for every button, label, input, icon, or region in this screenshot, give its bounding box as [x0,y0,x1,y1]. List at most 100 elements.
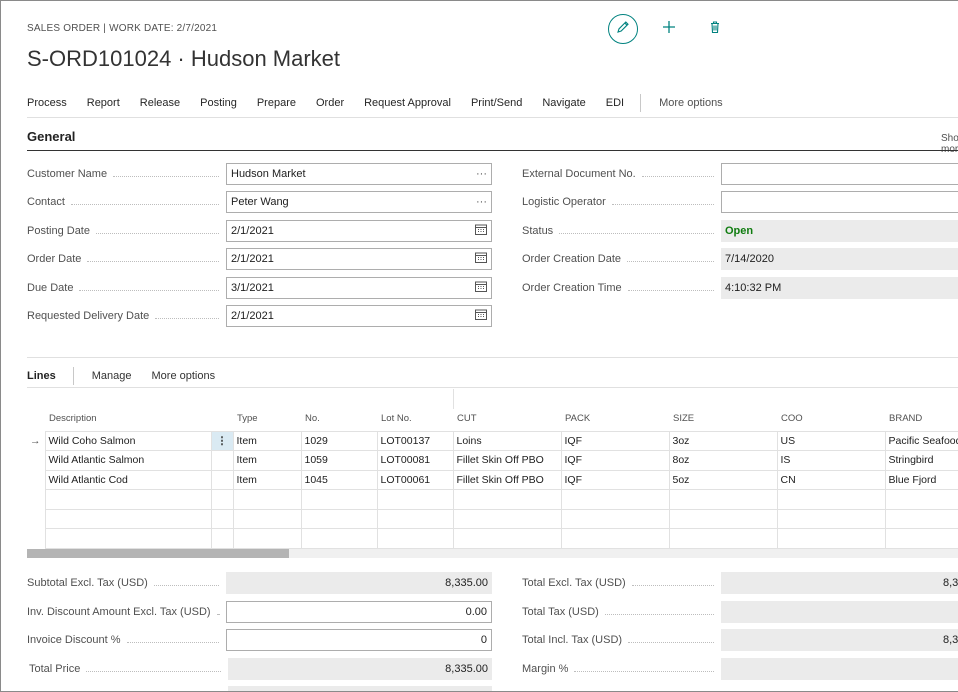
cell-pack[interactable]: IQF [560,450,670,471]
cell-no[interactable]: 1045 [300,469,378,490]
due-date-field[interactable]: 3/1/2021 [226,277,492,299]
delete-button[interactable] [700,14,730,44]
calendar-icon[interactable] [475,224,487,238]
posting-date-field[interactable]: 2/1/2021 [226,220,492,242]
cell-lot-no[interactable]: LOT00137 [376,430,454,451]
cell-type[interactable]: Item [232,430,302,451]
table-row[interactable]: Wild Atlantic Salmon Item 1059 LOT00081 … [27,450,958,471]
cell-coo[interactable]: IS [776,450,886,471]
cell-coo[interactable]: US [776,430,886,451]
cell-no[interactable]: 1029 [300,430,378,451]
inv-discount-amount-field[interactable]: 0.00 [226,601,492,623]
action-posting[interactable]: Posting [200,97,237,109]
logistic-operator-field[interactable] [721,191,958,213]
section-general-title[interactable]: General [27,129,76,144]
cell-cut[interactable]: Fillet Skin Off PBO [452,469,562,490]
customer-name-field[interactable]: Hudson Market ··· [226,163,492,185]
total-price-label: Total Price [29,658,229,680]
show-more-link[interactable]: Show more [941,133,958,155]
empty-row[interactable] [27,508,958,529]
action-print-send[interactable]: Print/Send [470,97,523,109]
cell-cut[interactable]: Fillet Skin Off PBO [452,450,562,471]
column-header-size[interactable]: SIZE [673,413,695,425]
action-navigate[interactable]: Navigate [542,97,586,109]
external-document-no-field[interactable] [721,163,958,185]
cell-no[interactable]: 1059 [300,450,378,471]
row-actions-cell[interactable] [210,450,234,471]
lines-manage-button[interactable]: Manage [91,370,132,382]
order-creation-time-label: Order Creation Time [522,277,722,299]
action-separator [640,94,642,112]
status-label: Status [522,220,722,242]
action-request-approval[interactable]: Request Approval [364,97,451,109]
column-header-pack[interactable]: PACK [565,413,591,425]
column-header-coo[interactable]: COO [781,413,803,425]
ellipsis-icon[interactable]: ··· [476,196,487,208]
header-actions [608,14,730,44]
action-prepare[interactable]: Prepare [256,97,296,109]
cell-lot-no[interactable]: LOT00061 [376,469,454,490]
contact-field[interactable]: Peter Wang ··· [226,191,492,213]
order-date-field[interactable]: 2/1/2021 [226,248,492,270]
cell-coo[interactable]: CN [776,469,886,490]
action-order[interactable]: Order [315,97,345,109]
cell-brand[interactable]: Stringbird [884,450,958,471]
empty-row[interactable] [27,528,958,549]
action-release[interactable]: Release [139,97,181,109]
lines-title[interactable]: Lines [27,370,56,382]
cell-brand[interactable]: Blue Fjord [884,469,958,490]
new-button[interactable] [654,14,684,44]
action-report[interactable]: Report [86,97,120,109]
column-header-lot-no[interactable]: Lot No. [381,413,412,425]
edit-button[interactable] [608,14,638,44]
cell-type[interactable]: Item [232,450,302,471]
ellipsis-icon[interactable]: ··· [476,168,487,180]
subtotal-excl-tax-label: Subtotal Excl. Tax (USD) [27,572,227,594]
lines-more-options-button[interactable]: More options [151,370,216,382]
column-header-brand[interactable]: BRAND [889,413,923,425]
cell-lot-no[interactable]: LOT00081 [376,450,454,471]
scrollbar-thumb[interactable] [27,549,289,558]
column-header-type[interactable]: Type [237,413,258,425]
trash-icon [708,20,722,39]
cell-size[interactable]: 5oz [668,469,778,490]
row-actions-cell[interactable] [210,469,234,490]
column-header-cut[interactable]: CUT [457,413,477,425]
cell-size[interactable]: 8oz [668,450,778,471]
invoice-discount-percent-field[interactable]: 0 [226,629,492,651]
calendar-icon[interactable] [475,252,487,266]
margin-percent-value [721,658,958,680]
order-creation-time-field: 4:10:32 PM [721,277,958,299]
total-incl-tax-value: 8,335.00 [721,629,958,651]
calendar-icon[interactable] [475,281,487,295]
cell-type[interactable]: Item [232,469,302,490]
calendar-icon[interactable] [475,309,487,323]
cell-pack[interactable]: IQF [560,430,670,451]
total-price-value: 8,335.00 [228,658,492,680]
action-more-options[interactable]: More options [659,97,723,109]
empty-row[interactable] [27,489,958,510]
table-row[interactable]: Wild Atlantic Cod Item 1045 LOT00061 Fil… [27,469,958,490]
requested-delivery-date-field[interactable]: 2/1/2021 [226,305,492,327]
cell-description[interactable]: Wild Atlantic Cod [44,469,212,490]
total-incl-tax-label: Total Incl. Tax (USD) [522,629,722,651]
column-header-description[interactable]: Description [49,413,97,425]
cell-size[interactable]: 3oz [668,430,778,451]
requested-delivery-date-label: Requested Delivery Date [27,305,227,327]
column-divider [453,389,454,409]
cell-pack[interactable]: IQF [560,469,670,490]
cell-cut[interactable]: Loins [452,430,562,451]
action-process[interactable]: Process [27,97,67,109]
column-header-no[interactable]: No. [305,413,320,425]
order-creation-date-label: Order Creation Date [522,248,722,270]
action-edi[interactable]: EDI [605,97,625,109]
cell-description[interactable]: Wild Coho Salmon [44,430,212,451]
status-field: Open [721,220,958,242]
table-row[interactable]: → Wild Coho Salmon ⋮ Item 1029 LOT00137 … [27,430,958,451]
row-actions-button[interactable]: ⋮ [210,430,234,451]
horizontal-scrollbar[interactable] [27,549,958,558]
invoice-discount-percent-label: Invoice Discount % [27,629,227,651]
lines-separator [72,367,74,385]
cell-description[interactable]: Wild Atlantic Salmon [44,450,212,471]
cell-brand[interactable]: Pacific Seafood [884,430,958,451]
